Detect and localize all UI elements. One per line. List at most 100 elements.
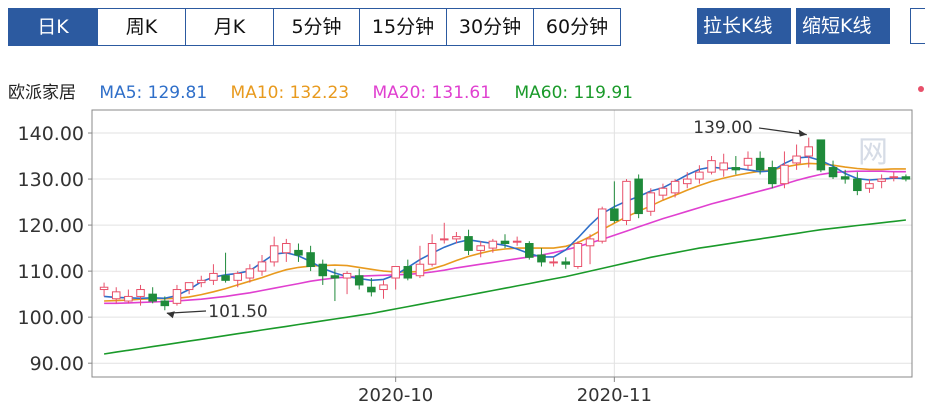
- more-indicator: [918, 86, 924, 92]
- candle-body: [695, 171, 704, 180]
- period-tabs: 日K 周K 月K 5分钟 15分钟 30分钟 60分钟: [8, 8, 621, 46]
- annotation-label: 139.00: [693, 118, 752, 138]
- candle: [573, 241, 583, 269]
- candle-body: [282, 243, 291, 254]
- candle: [658, 183, 668, 200]
- tab-15min[interactable]: 15分钟: [359, 9, 446, 45]
- candle-body: [682, 178, 692, 185]
- candle: [634, 174, 643, 219]
- candle-body: [464, 236, 473, 251]
- candle: [901, 174, 911, 182]
- candle: [768, 160, 777, 189]
- candle-body: [561, 261, 571, 265]
- annotation-arrow: [758, 127, 807, 136]
- candle: [99, 282, 109, 297]
- candle-body: [111, 291, 121, 300]
- zoom-out-kline-button[interactable]: 缩短K线: [796, 8, 890, 44]
- tab-monthly-k[interactable]: 月K: [185, 9, 273, 45]
- candle-body: [354, 275, 364, 286]
- candle-body: [853, 178, 862, 192]
- candle-body: [634, 178, 643, 215]
- candle: [464, 229, 473, 256]
- stock-name: 欧派家居: [8, 83, 76, 103]
- candle-body: [707, 160, 716, 173]
- candle: [391, 266, 400, 290]
- watermark: 网: [858, 135, 888, 170]
- candle: [197, 275, 206, 288]
- candle: [294, 243, 303, 262]
- candle: [585, 234, 595, 265]
- candle: [439, 222, 449, 244]
- candle-body: [585, 238, 595, 247]
- candle: [282, 238, 291, 262]
- candle: [816, 139, 826, 173]
- candle-body: [622, 180, 631, 221]
- candle: [306, 245, 315, 272]
- candle: [682, 172, 692, 189]
- candle: [512, 236, 522, 246]
- annotation-layer: 139.00 101.50: [166, 118, 807, 322]
- candle: [269, 236, 279, 267]
- candle: [342, 271, 352, 295]
- candle-body: [257, 261, 267, 272]
- candle: [525, 241, 534, 260]
- candle-body: [816, 139, 826, 171]
- annotation-label: 101.50: [208, 302, 267, 322]
- tab-5min[interactable]: 5分钟: [273, 9, 359, 45]
- candle: [452, 231, 461, 244]
- candle-body: [427, 243, 437, 265]
- candle-body: [828, 167, 838, 178]
- candle: [172, 284, 182, 306]
- x-tick-label: 2020-10: [358, 385, 433, 406]
- candle-body: [209, 272, 218, 281]
- y-tick-label: 100.00: [18, 307, 84, 329]
- candle-body: [658, 187, 668, 196]
- candle-body: [743, 157, 753, 166]
- candle-body: [840, 176, 850, 180]
- zoom-in-kline-button[interactable]: 拉长K线: [697, 8, 791, 44]
- tab-weekly-k[interactable]: 周K: [97, 9, 185, 45]
- candle-body: [367, 286, 376, 293]
- candle-body: [901, 176, 911, 180]
- moving-average-layer: [103, 156, 906, 355]
- tab-daily-k[interactable]: 日K: [9, 9, 97, 45]
- candle: [379, 280, 388, 299]
- candle: [257, 255, 267, 276]
- candle: [184, 282, 194, 295]
- tab-60min[interactable]: 60分钟: [533, 9, 620, 45]
- candle-body: [99, 286, 109, 291]
- grid-layer: [92, 110, 912, 377]
- candle-body: [610, 208, 619, 221]
- candle: [646, 188, 656, 216]
- candle-body: [597, 208, 607, 242]
- candle: [148, 287, 157, 304]
- candle: [111, 287, 121, 304]
- candle: [828, 160, 838, 180]
- candle-body: [525, 243, 534, 258]
- candle-body: [439, 238, 449, 241]
- y-tick-label: 140.00: [18, 123, 84, 145]
- candle: [780, 151, 789, 189]
- ma20-legend: MA20: 131.61: [372, 83, 492, 103]
- candle-body: [197, 279, 206, 284]
- more-button[interactable]: [910, 8, 925, 44]
- tab-30min[interactable]: 30分钟: [446, 9, 533, 45]
- candle-layer: [99, 137, 911, 311]
- candle-body: [488, 240, 498, 249]
- axis-layer: 140.00 130.00 120.00 110.00 100.00 90.00 2020-…: [18, 109, 913, 406]
- ma5-legend: MA5: 129.81: [99, 83, 208, 103]
- candle-body: [148, 293, 157, 302]
- candle: [670, 179, 680, 198]
- candle-body: [391, 266, 400, 279]
- candle-body: [719, 162, 728, 171]
- candle: [695, 165, 704, 184]
- candle: [160, 296, 170, 311]
- candle-body: [342, 272, 352, 279]
- candle-body: [804, 146, 813, 157]
- candle: [354, 268, 364, 290]
- candle: [865, 179, 874, 193]
- candle: [889, 172, 899, 182]
- candle: [500, 234, 510, 249]
- candle-body: [865, 183, 874, 189]
